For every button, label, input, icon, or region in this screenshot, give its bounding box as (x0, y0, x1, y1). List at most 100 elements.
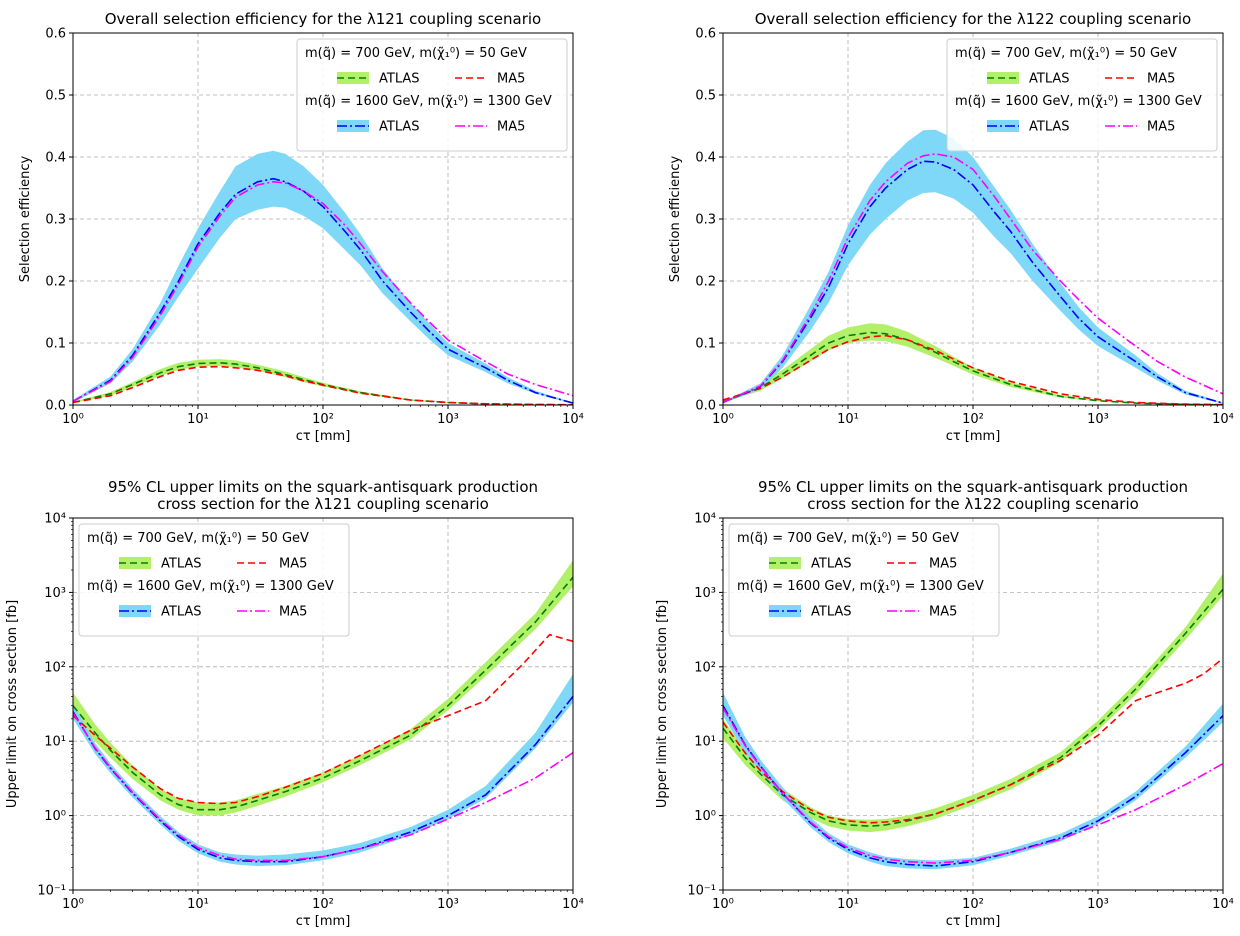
legend-label-atlas: ATLAS (811, 557, 852, 572)
y-tick-label: 10⁴ (694, 512, 716, 527)
y-tick-label: 0.1 (695, 337, 716, 352)
legend-group-title: m(q̃) = 700 GeV, m(χ̃₁⁰) = 50 GeV (305, 46, 527, 61)
y-tick-label: 0.3 (45, 213, 66, 228)
y-tick-label: 0.0 (695, 399, 716, 414)
legend: m(q̃) = 700 GeV, m(χ̃₁⁰) = 50 GeV ATLAS MA… (78, 523, 350, 637)
y-tick-label: 0.0 (45, 399, 66, 414)
chart-title: Overall selection efficiency for the λ12… (105, 10, 541, 28)
legend-group-title: m(q̃) = 700 GeV, m(χ̃₁⁰) = 50 GeV (87, 531, 309, 546)
x-tick-label: 10¹ (837, 897, 859, 912)
y-axis-label: Upper limit on cross section [fb] (5, 600, 20, 808)
legend-label-ma5: MA5 (497, 72, 525, 87)
y-tick-label: 0.5 (45, 89, 66, 104)
plot-area (73, 560, 573, 866)
uncertainty-band-light (723, 573, 1223, 833)
series-line-atlas-light (723, 588, 1223, 827)
y-tick-label: 10⁻¹ (37, 884, 66, 899)
legend-label-ma5: MA5 (1147, 72, 1175, 87)
legend-label-atlas: ATLAS (1029, 72, 1070, 87)
uncertainty-band-heavy (73, 674, 573, 866)
legend-group-title: m(q̃) = 1600 GeV, m(χ̃₁⁰) = 1300 GeV (305, 94, 552, 109)
y-tick-label: 10⁻¹ (687, 884, 716, 899)
legend: m(q̃) = 700 GeV, m(χ̃₁⁰) = 50 GeV ATLAS MA… (296, 38, 568, 152)
y-axis-label: Upper limit on cross section [fb] (655, 600, 670, 808)
y-tick-label: 0.2 (695, 275, 716, 290)
legend-label-atlas: ATLAS (161, 605, 202, 620)
x-tick-label: 10⁴ (562, 897, 584, 912)
legend-band-swatch (769, 605, 801, 617)
x-tick-label: 10⁰ (62, 412, 84, 427)
x-tick-label: 10⁴ (1212, 412, 1234, 427)
x-axis-label: cτ [mm] (946, 429, 1001, 444)
y-tick-label: 0.4 (45, 151, 66, 166)
plot-area (723, 129, 1223, 405)
y-tick-label: 0.6 (45, 27, 66, 42)
legend-label-atlas: ATLAS (161, 557, 202, 572)
legend-group-title: m(q̃) = 1600 GeV, m(χ̃₁⁰) = 1300 GeV (955, 94, 1202, 109)
legend-band-swatch (337, 120, 369, 132)
x-tick-label: 10² (312, 897, 334, 912)
y-tick-label: 10⁰ (694, 809, 716, 824)
series-line-atlas-heavy (723, 705, 1223, 867)
x-tick-label: 10² (962, 412, 984, 427)
y-tick-label: 0.5 (695, 89, 716, 104)
y-tick-label: 10³ (44, 586, 66, 601)
legend-label-ma5: MA5 (497, 120, 525, 135)
series-line-ma5-heavy (73, 181, 573, 403)
x-tick-label: 10² (312, 412, 334, 427)
series-line-ma5-light (723, 334, 1223, 405)
chart-title: cross section for the λ122 coupling scen… (807, 495, 1139, 513)
x-axis-label: cτ [mm] (296, 429, 351, 444)
x-tick-label: 10³ (437, 897, 459, 912)
x-tick-label: 10⁴ (562, 412, 584, 427)
x-axis-label: cτ [mm] (296, 914, 351, 929)
x-tick-label: 10³ (1087, 412, 1109, 427)
x-axis-label: cτ [mm] (946, 914, 1001, 929)
legend: m(q̃) = 700 GeV, m(χ̃₁⁰) = 50 GeV ATLAS MA… (946, 38, 1218, 152)
y-tick-label: 10² (694, 660, 716, 675)
x-tick-label: 10⁴ (1212, 897, 1234, 912)
legend-group-title: m(q̃) = 700 GeV, m(χ̃₁⁰) = 50 GeV (737, 531, 959, 546)
y-tick-label: 10⁴ (44, 512, 66, 527)
series-line-ma5-heavy (723, 153, 1223, 404)
x-tick-label: 10¹ (837, 412, 859, 427)
chart-panel-1: 10⁰ 10¹ 10² 10³ 10⁴ 0.0 0.1 0.2 0.3 0.4 0.5 0.6 cτ [… (18, 10, 584, 444)
x-tick-label: 10⁰ (62, 897, 84, 912)
chart-title: 95% CL upper limits on the squark-antisq… (758, 478, 1188, 496)
y-tick-label: 0.1 (45, 337, 66, 352)
legend-label-ma5: MA5 (279, 557, 307, 572)
series-line-atlas-heavy (723, 160, 1223, 404)
legend-label-ma5: MA5 (1147, 120, 1175, 135)
legend-label-atlas: ATLAS (811, 605, 852, 620)
series-line-atlas-light (723, 331, 1223, 405)
legend-label-atlas: ATLAS (1029, 120, 1070, 135)
legend-group-title: m(q̃) = 700 GeV, m(χ̃₁⁰) = 50 GeV (955, 46, 1177, 61)
y-axis-label: Selection efficiency (668, 155, 683, 282)
series-line-ma5-light (73, 365, 573, 405)
x-tick-label: 10³ (1087, 897, 1109, 912)
x-tick-label: 10⁰ (712, 897, 734, 912)
x-tick-label: 10¹ (187, 412, 209, 427)
y-tick-label: 0.2 (45, 275, 66, 290)
series-line-ma5-heavy (723, 707, 1223, 864)
legend-group-title: m(q̃) = 1600 GeV, m(χ̃₁⁰) = 1300 GeV (87, 579, 334, 594)
uncertainty-band-heavy (723, 129, 1223, 404)
uncertainty-band-heavy (73, 150, 573, 404)
y-tick-label: 10⁰ (44, 809, 66, 824)
y-tick-label: 0.4 (695, 151, 716, 166)
legend-group-title: m(q̃) = 1600 GeV, m(χ̃₁⁰) = 1300 GeV (737, 579, 984, 594)
y-tick-label: 0.3 (695, 213, 716, 228)
x-tick-label: 10³ (437, 412, 459, 427)
x-tick-label: 10⁰ (712, 412, 734, 427)
legend-label-ma5: MA5 (279, 605, 307, 620)
y-tick-label: 10¹ (44, 735, 66, 750)
x-tick-label: 10² (962, 897, 984, 912)
x-tick-label: 10¹ (187, 897, 209, 912)
chart-title: cross section for the λ121 coupling scen… (157, 495, 489, 513)
plot-area (723, 573, 1223, 870)
legend-label-ma5: MA5 (929, 557, 957, 572)
y-tick-label: 10² (44, 660, 66, 675)
